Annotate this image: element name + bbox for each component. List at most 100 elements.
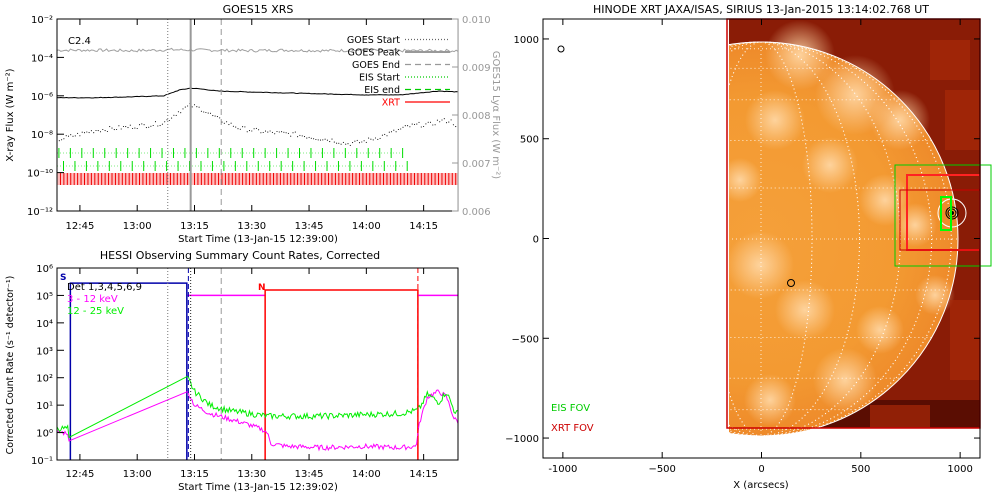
goes-short-point [72, 136, 73, 137]
goes-y-tick-label: 10⁻⁴ [31, 53, 53, 64]
goes-short-point [297, 136, 298, 137]
goes-short-point [240, 129, 241, 130]
goes-short-point [318, 139, 319, 140]
hessi-y-tick-label: 10⁵ [36, 291, 53, 302]
goes-short-point [274, 133, 275, 134]
goes-short-point [299, 135, 300, 136]
goes-short-point [231, 123, 232, 124]
goes-ylabel-right: GOES15 Lyα Flux (W m⁻²) [490, 51, 501, 179]
goes-short-point [130, 125, 131, 126]
goes-short-point [283, 132, 284, 133]
goes-short-point [148, 127, 149, 128]
goes-short-point [86, 131, 87, 132]
goes-short-point [109, 126, 110, 127]
goes-short-point [98, 130, 99, 131]
goes-short-point [364, 140, 365, 141]
goes-short-point [455, 126, 456, 127]
goes-short-point [357, 140, 358, 141]
goes-short-point [451, 119, 452, 120]
goes-short-point [164, 121, 165, 122]
goes-short-point [196, 106, 197, 107]
goes-short-point [416, 124, 417, 125]
goes-short-point [125, 126, 126, 127]
goes-short-point [393, 130, 394, 131]
goes-short-point [242, 126, 243, 127]
hessi-x-tick-label: 13:30 [237, 469, 266, 480]
goes-short-point [423, 126, 424, 127]
goes-short-point [430, 122, 431, 123]
goes-short-point [375, 137, 376, 138]
goes-short-point [263, 132, 264, 133]
goes-short-point [258, 129, 259, 130]
goes-short-point [79, 135, 80, 136]
hessi-legend-lo: 3 - 12 keV [67, 294, 118, 305]
goes-short-point [100, 131, 101, 132]
goes-y-tick-label: 10⁻¹² [27, 207, 53, 218]
hessi-y-tick-label: 10⁶ [36, 264, 53, 275]
goes-x-tick-label: 13:00 [123, 221, 152, 232]
goes-short-point [210, 113, 211, 114]
goes-short-point [233, 126, 234, 127]
hessi-x-tick-label: 13:00 [123, 469, 152, 480]
xrt-fov-label: XRT FOV [551, 423, 594, 434]
goes-x-tick-label: 14:00 [352, 221, 381, 232]
goes-short-point [66, 135, 67, 136]
goes-short-point [203, 111, 204, 112]
xrt-y-tick-label: −1000 [505, 434, 539, 445]
hessi-x-tick-label: 14:00 [352, 469, 381, 480]
goes-short-point [121, 128, 122, 129]
goes-short-point [352, 142, 353, 143]
goes-short-point [68, 136, 69, 137]
goes-short-point [412, 124, 413, 125]
goes-short-point [290, 136, 291, 137]
goes-short-point [428, 122, 429, 123]
goes-short-point [194, 104, 195, 105]
goes-short-point [398, 129, 399, 130]
goes-short-point [228, 124, 229, 125]
corona-patch [950, 300, 980, 380]
goes-short-point [254, 128, 255, 129]
goes-short-point [382, 135, 383, 136]
goes-short-point [84, 132, 85, 133]
goes-short-point [313, 138, 314, 139]
corona-patch [870, 405, 930, 428]
goes-short-point [444, 118, 445, 119]
goes-short-point [414, 124, 415, 125]
goes-short-point [391, 131, 392, 132]
goes-short-point [439, 121, 440, 122]
goes-y2-tick-label: 0.008 [462, 111, 491, 122]
hessi-x-tick-label: 12:45 [66, 469, 95, 480]
goes-short-point [327, 140, 328, 141]
corona-patch [945, 90, 980, 150]
goes-x-tick-label: 13:45 [295, 221, 324, 232]
goes-xlabel: Start Time (13-Jan-15 12:39:00) [178, 234, 338, 245]
xrt-x-tick-label: 0 [758, 464, 764, 475]
goes-short-point [61, 139, 62, 140]
goes-short-point [139, 124, 140, 125]
goes-y-tick-label: 10⁻² [31, 15, 53, 26]
goes-short-point [304, 136, 305, 137]
hessi-high-energy-line [57, 376, 458, 437]
goes-short-point [146, 127, 147, 128]
goes-short-point [157, 125, 158, 126]
goes-x-tick-label: 12:45 [66, 221, 95, 232]
goes-short-point [325, 139, 326, 140]
hessi-x-tick-label: 13:15 [180, 469, 209, 480]
xrt-y-tick-label: −500 [512, 334, 539, 345]
xrt-x-tick-label: -1000 [548, 464, 577, 475]
goes-short-point [370, 139, 371, 140]
goes-short-point [359, 142, 360, 143]
hessi-legend-hi: 12 - 25 keV [67, 306, 124, 317]
eis-fov-label: EIS FOV [551, 403, 590, 414]
goes-short-point [249, 130, 250, 131]
xrt-y-tick-label: 0 [533, 235, 539, 246]
goes-legend-label: XRT [382, 98, 400, 109]
goes-y-tick-label: 10⁻⁸ [31, 130, 53, 141]
goes-short-point [311, 138, 312, 139]
goes-short-point [368, 138, 369, 139]
goes-short-point [409, 126, 410, 127]
goes-short-point [279, 131, 280, 132]
